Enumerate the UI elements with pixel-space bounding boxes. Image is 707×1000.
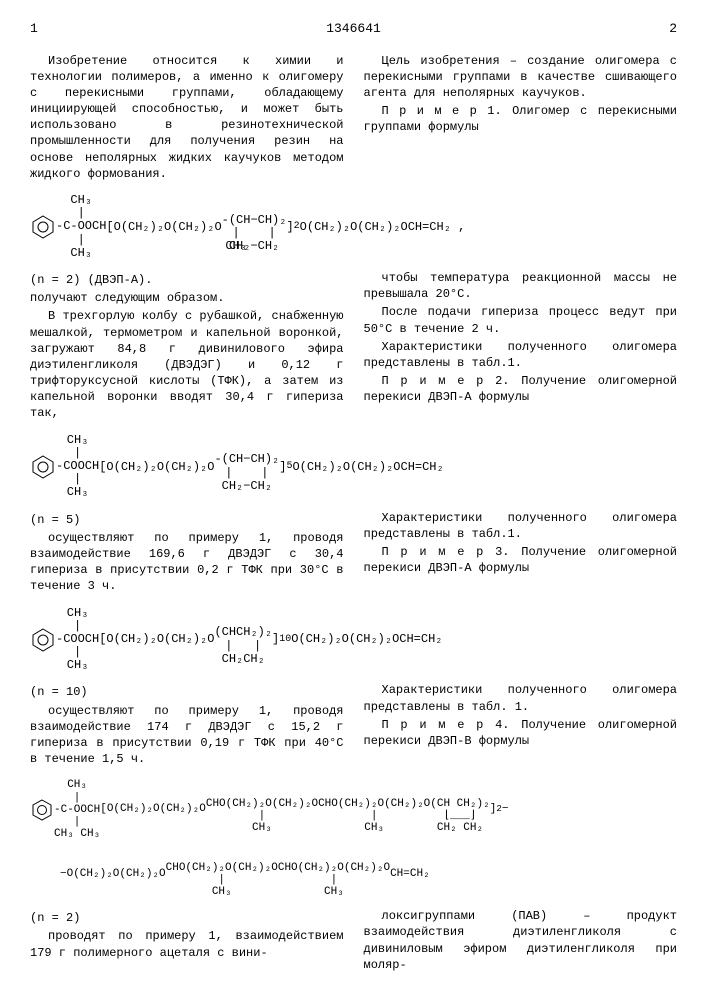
ex3: П р и м е р 3. Получение олигомерной пер…: [364, 544, 678, 576]
benzene-icon: [30, 798, 54, 822]
formula-4b: −O(CH₂)₂O(CH₂)₂O CHO(CH₂)₂O(CH₂)₂O|CH₃ C…: [60, 850, 677, 898]
rx3: чтобы температура реакционной массы не п…: [364, 270, 678, 302]
intro-columns: Изобретение относится к химии и технолог…: [30, 53, 677, 185]
page-num-left: 1: [30, 20, 38, 38]
rx1: получают следующим образом.: [30, 290, 344, 306]
page-num-right: 2: [669, 20, 677, 38]
col1-p1: Изобретение относится к химии и технолог…: [30, 53, 344, 183]
n2b-text: проводят по примеру 1, взаимодействием 1…: [30, 928, 344, 960]
formula-2: CH₃|-COOCH|CH₃ [O(CH₂)₂O(CH₂)₂O -(CH−CH)…: [30, 434, 677, 500]
block-4-cols: (n = 2) проводят по примеру 1, взаимодей…: [30, 908, 677, 975]
block-1-cols: (n = 2) (ДВЭП-А). получают следующим обр…: [30, 270, 677, 424]
n2b-right: локсигруппами (ПАВ) – продукт взаимодейс…: [364, 908, 678, 973]
n5-right: Характеристики полученного олигомера пре…: [364, 510, 678, 542]
formula-4a: CH₃|-C-OOCH|CH₃ CH₃ [O(CH₂)₂O(CH₂)₂O CHO…: [30, 779, 677, 839]
col2-p1: Цель изобретения – создание олигомера с …: [364, 53, 678, 102]
rx4: После подачи гипериза процесс ведут при …: [364, 304, 678, 336]
col2-p2: П р и м е р 1. Олигомер с перекисными гр…: [364, 103, 678, 135]
ex4: П р и м е р 4. Получение олигомерной пер…: [364, 717, 678, 749]
formula-1: CH₃|-C-OOCH|CH₃ [O(CH₂)₂O(CH₂)₂O -(CH−CH…: [30, 194, 677, 260]
benzene-icon: [30, 454, 56, 480]
n10-label: (n = 10): [30, 684, 344, 700]
benzene-icon: [30, 627, 56, 653]
n5-text: осуществляют по примеру 1, проводя взаим…: [30, 530, 344, 595]
n10-text: осуществляют по примеру 1, проводя взаим…: [30, 703, 344, 768]
formula-n10: 10: [279, 633, 291, 647]
block-3-cols: (n = 10) осуществляют по примеру 1, пров…: [30, 682, 677, 769]
benzene-icon: [30, 214, 56, 240]
n10-right: Характеристики полученного олигомера пре…: [364, 682, 678, 714]
block-2-cols: (n = 5) осуществляют по примеру 1, прово…: [30, 510, 677, 597]
n5-label: (n = 5): [30, 512, 344, 528]
patent-number: 1346641: [326, 21, 381, 36]
formula-3: CH₃|-COOCH|CH₃ [O(CH₂)₂O(CH₂)₂O (CHCH₂)₂…: [30, 607, 677, 673]
ex2: П р и м е р 2. Получение олигомерной пер…: [364, 373, 678, 405]
n2b-label: (n = 2): [30, 910, 344, 926]
n2a-label: (n = 2) (ДВЭП-А).: [30, 272, 344, 288]
rx2: В трехгорлую колбу с рубашкой, снабженну…: [30, 308, 344, 421]
rx5: Характеристики полученного олигомера пре…: [364, 339, 678, 371]
